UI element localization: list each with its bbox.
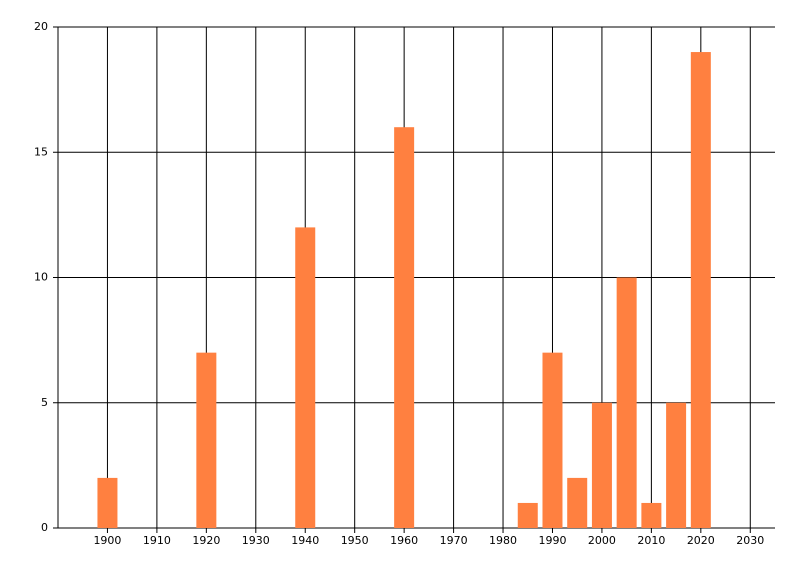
y-tick-label: 10 <box>34 271 48 284</box>
y-tick-label: 15 <box>34 145 48 158</box>
x-tick-label: 2020 <box>687 534 715 547</box>
bar <box>542 352 563 528</box>
y-tick-label: 0 <box>41 521 48 534</box>
bar <box>196 352 217 528</box>
bar <box>666 402 687 528</box>
x-tick-label: 2000 <box>588 534 616 547</box>
bar <box>295 227 316 528</box>
x-tick-label: 1990 <box>538 534 566 547</box>
bar <box>616 277 637 528</box>
y-tick-label: 5 <box>41 396 48 409</box>
x-tick-label: 1950 <box>341 534 369 547</box>
bar <box>97 477 118 528</box>
x-tick-label: 1980 <box>489 534 517 547</box>
bar <box>690 52 711 529</box>
bar <box>394 127 415 528</box>
bar <box>591 402 612 528</box>
x-tick-label: 1920 <box>192 534 220 547</box>
x-tick-label: 2030 <box>736 534 764 547</box>
bar <box>641 502 662 528</box>
x-tick-label: 1900 <box>93 534 121 547</box>
y-tick-label: 20 <box>34 20 48 33</box>
x-tick-label: 1930 <box>242 534 270 547</box>
x-tick-label: 1970 <box>440 534 468 547</box>
bar <box>567 477 588 528</box>
bar <box>517 502 538 528</box>
x-tick-label: 1940 <box>291 534 319 547</box>
x-tick-label: 1960 <box>390 534 418 547</box>
x-tick-label: 1910 <box>143 534 171 547</box>
x-tick-label: 2010 <box>637 534 665 547</box>
